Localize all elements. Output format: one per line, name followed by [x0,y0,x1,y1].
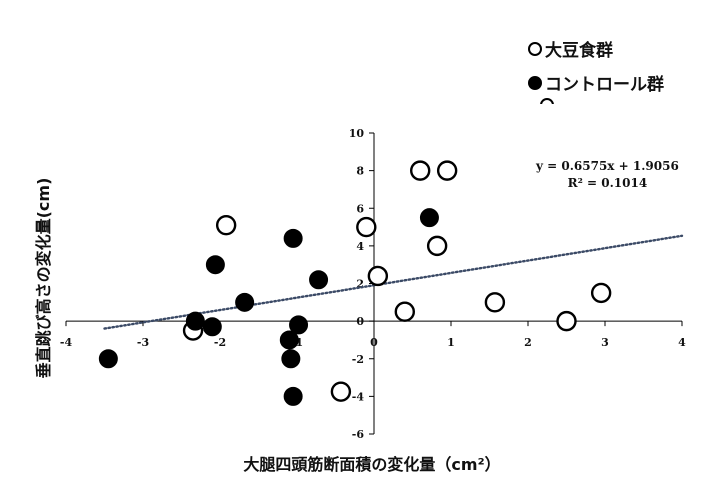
x-tick-label: -4 [60,336,73,349]
x-tick-label: -3 [137,336,149,349]
x-axis-label: 大腿四頭筋断面積の変化量（cm²） [243,455,501,474]
soy-group-point [330,381,352,402]
soy-group-point [356,216,377,238]
trendline-equation-box: y = 0.6575x + 1.9056 R² = 0.1014 [536,158,679,192]
legend-label-soy: 大豆食群 [545,41,613,61]
control-group-point [289,315,309,335]
x-tick-label: 3 [601,336,609,349]
control-group-point [419,208,439,228]
x-tick-label: 2 [524,336,532,349]
control-group-point [309,270,329,290]
y-tick-label: 0 [356,315,364,328]
y-tick-label: 6 [356,202,364,215]
soy-group-point [367,265,389,287]
control-group-point [281,349,301,369]
soy-group-point [410,160,431,181]
y-tick-label: 10 [349,127,365,140]
control-group-point [279,330,299,350]
trendline-equation: y = 0.6575x + 1.9056 [536,159,679,173]
control-group-point [205,255,225,275]
soy-group-point [394,301,415,322]
data-points [98,160,612,406]
trendline [103,234,684,330]
control-group-point [235,292,255,312]
legend-item-control: コントロール群 [528,70,664,95]
x-tick-label: -2 [214,336,226,349]
y-tick-label: 2 [356,278,364,291]
control-group-point [202,317,222,337]
y-tick-label: -2 [352,353,364,366]
trendline-path [103,234,684,330]
y-tick-label: -6 [352,428,365,441]
soy-group-point [484,292,506,313]
x-tick-label: 4 [678,336,686,349]
soy-group-point [436,160,458,181]
soy-group-point [426,235,448,257]
filled-circle-marker-icon [528,75,542,90]
control-group-point [98,349,118,369]
control-group-point [283,386,303,406]
open-circle-marker-icon [528,41,542,56]
trendline-r-squared: R² = 0.1014 [567,176,648,190]
legend-item-soy: 大豆食群 [528,36,613,61]
y-tick-label: 4 [356,240,364,253]
soy-group-point [556,310,577,332]
control-group-point [185,311,205,331]
y-tick-label: -4 [352,390,365,403]
y-axis-label: 垂直跳び高さの変化量(cm) [34,177,53,379]
x-tick-label: 1 [447,336,455,349]
soy-group-point [590,282,612,304]
legend-clipped-marker-icon [540,98,564,104]
x-tick-label: 0 [370,336,378,349]
y-tick-label: 8 [356,165,364,178]
control-group-point [283,228,303,248]
soy-group-point [215,214,237,236]
legend-label-control: コントロール群 [545,75,664,95]
